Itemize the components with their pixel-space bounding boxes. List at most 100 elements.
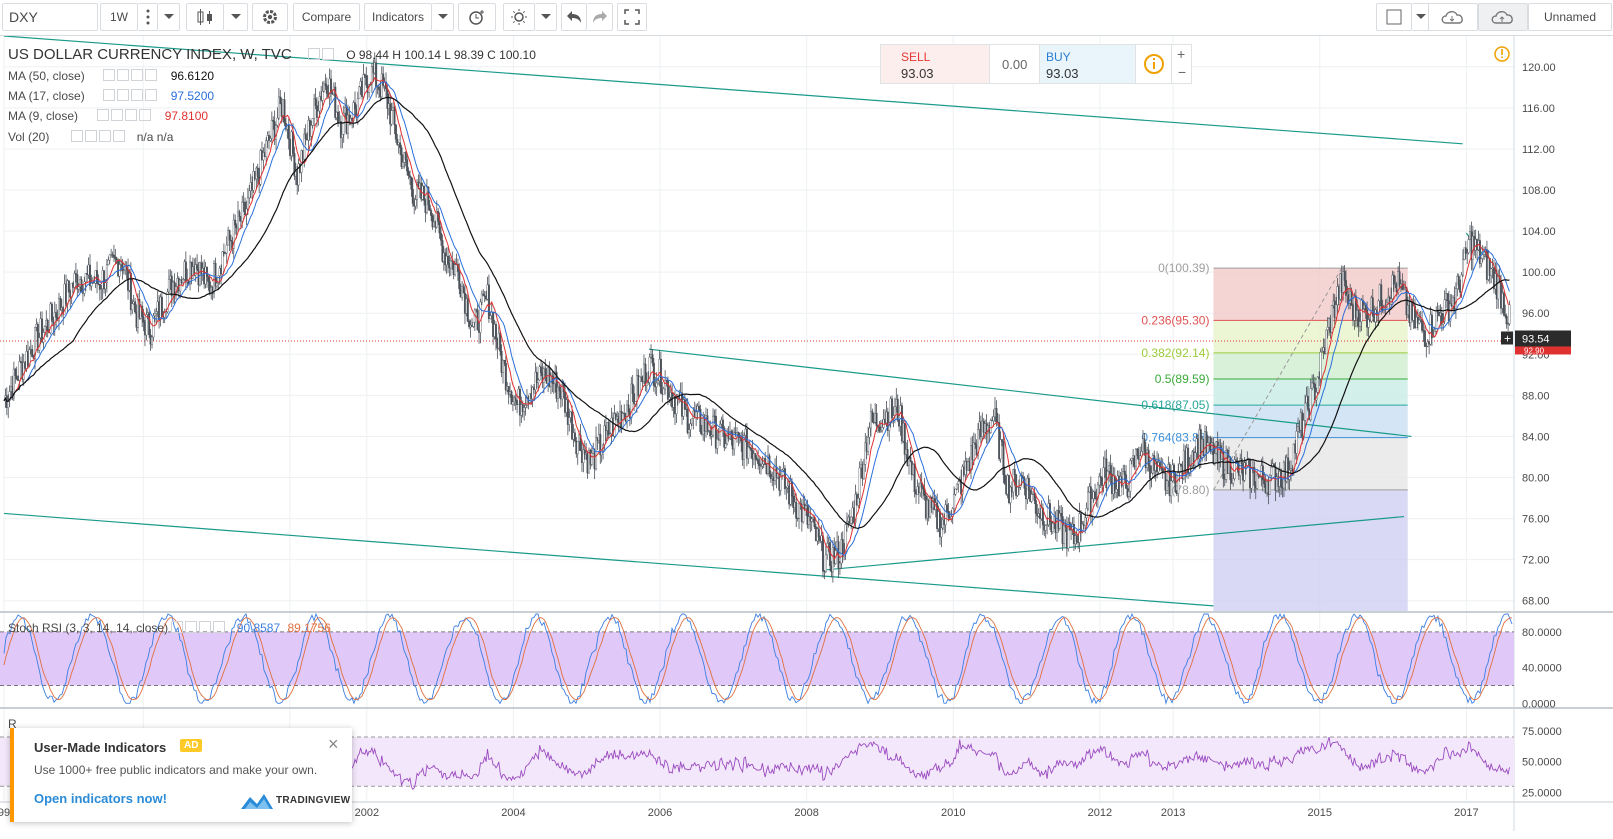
minus-icon[interactable]: −	[1178, 64, 1187, 80]
undo-icon	[567, 11, 581, 23]
add-alert-button[interactable]	[1501, 331, 1513, 345]
close-icon[interactable]	[145, 69, 158, 81]
chart-style-button[interactable]	[186, 3, 224, 31]
settings-icon[interactable]	[322, 48, 335, 60]
candle-body	[573, 432, 576, 442]
candle-body	[886, 411, 889, 431]
settings-icon[interactable]	[85, 130, 98, 142]
warning-icon[interactable]	[1493, 45, 1511, 63]
candle-body	[662, 388, 665, 395]
plus-icon[interactable]: +	[1177, 46, 1186, 62]
settings-icon[interactable]	[117, 69, 130, 81]
candle-body	[1172, 464, 1175, 474]
redo-button[interactable]	[587, 3, 613, 31]
fullscreen-button[interactable]	[617, 3, 647, 31]
rsi-tick-label: 50.0000	[1522, 757, 1562, 769]
ad-close-button[interactable]: ×	[328, 734, 339, 754]
candle-body	[695, 411, 698, 418]
candle-body	[1235, 459, 1238, 462]
eye-icon[interactable]	[103, 89, 116, 101]
eye-icon[interactable]	[97, 109, 110, 121]
candle-body	[36, 324, 39, 351]
eye-icon[interactable]	[308, 48, 321, 60]
candle-body	[1268, 474, 1271, 495]
candle-body	[1466, 252, 1469, 254]
ideas-button[interactable]	[503, 3, 535, 31]
price-chart[interactable]: 0(100.39) 0.236(95.30) 0.382(92.14) 0.5(89.…	[0, 36, 1613, 839]
settings-icon[interactable]	[185, 621, 198, 633]
symbol-input[interactable]: DXY	[2, 3, 98, 31]
settings-icon[interactable]	[117, 89, 130, 101]
alert-button[interactable]	[458, 3, 496, 31]
sell-price: 93.03	[901, 66, 934, 81]
plus-icon[interactable]	[125, 109, 138, 121]
candle-body	[913, 464, 916, 493]
candle-body	[761, 463, 764, 467]
load-layout-button[interactable]	[1428, 3, 1478, 31]
trade-info-button[interactable]	[1136, 44, 1172, 84]
candle-body	[1115, 489, 1118, 493]
chart-area[interactable]: 0(100.39) 0.236(95.30) 0.382(92.14) 0.5(89.…	[0, 36, 1613, 839]
plus-icon[interactable]	[131, 89, 144, 101]
indicators-button[interactable]: Indicators	[364, 3, 432, 31]
buy-button[interactable]: BUY 93.03	[1040, 44, 1136, 84]
close-icon[interactable]	[213, 621, 226, 633]
price-tick-label: 96.00	[1522, 308, 1550, 320]
settings-button[interactable]	[252, 3, 288, 31]
trade-size-stepper[interactable]: + −	[1172, 44, 1192, 84]
candle-body	[1087, 491, 1090, 509]
chart-style-dropdown[interactable]	[224, 3, 248, 31]
candle-body	[1129, 460, 1132, 492]
candle-body	[1122, 471, 1125, 486]
fib-zone	[1213, 352, 1408, 380]
close-icon[interactable]	[139, 109, 152, 121]
candle-body	[1481, 254, 1484, 259]
layout-name-button[interactable]: Unnamed	[1528, 3, 1612, 31]
undo-button[interactable]	[561, 3, 587, 31]
plus-icon[interactable]	[131, 69, 144, 81]
candle-body	[1194, 452, 1197, 467]
candle-body	[449, 260, 452, 269]
interval-button[interactable]: 1W	[100, 3, 138, 31]
plus-icon[interactable]	[99, 130, 112, 142]
ma50-label: MA (50, close)	[8, 69, 85, 83]
candle-body	[313, 98, 316, 119]
ideas-dropdown[interactable]	[535, 3, 557, 31]
save-layout-button[interactable]	[1478, 3, 1528, 31]
candle-body	[689, 423, 692, 430]
compare-button[interactable]: Compare	[293, 3, 360, 31]
settings-icon[interactable]	[111, 109, 124, 121]
eye-icon[interactable]	[71, 130, 84, 142]
candle-body	[666, 380, 669, 400]
plus-icon[interactable]	[199, 621, 212, 633]
trendline	[648, 348, 1412, 438]
close-icon[interactable]	[113, 130, 126, 142]
fib-level-label: 0.764(83.88)	[1141, 431, 1209, 445]
candle-body	[724, 443, 727, 448]
eye-icon[interactable]	[171, 621, 184, 633]
candle-body	[1232, 478, 1235, 484]
candle-body	[73, 273, 76, 288]
sell-button[interactable]: SELL 93.03	[880, 44, 990, 84]
candle-body	[430, 210, 433, 216]
candle-body	[283, 99, 286, 124]
buy-price: 93.03	[1046, 66, 1079, 81]
close-icon[interactable]	[145, 89, 158, 101]
candle-body	[236, 211, 239, 229]
interval-menu-button[interactable]	[138, 3, 158, 31]
candle-body	[272, 119, 275, 122]
price-tick-label: 76.00	[1522, 514, 1550, 526]
candle-body	[652, 362, 655, 386]
candle-body	[1467, 239, 1470, 254]
ad-link[interactable]: Open indicators now!	[34, 791, 167, 806]
indicators-dropdown[interactable]	[432, 3, 454, 31]
candle-body	[214, 263, 217, 287]
eye-icon[interactable]	[103, 69, 116, 81]
candle-body	[1357, 310, 1360, 327]
candle-body	[1342, 271, 1345, 293]
layout-button[interactable]	[1376, 3, 1412, 31]
chevron-down-icon	[540, 14, 551, 19]
candle-body	[462, 286, 465, 294]
interval-dropdown[interactable]	[158, 3, 180, 31]
candle-body	[590, 453, 593, 465]
